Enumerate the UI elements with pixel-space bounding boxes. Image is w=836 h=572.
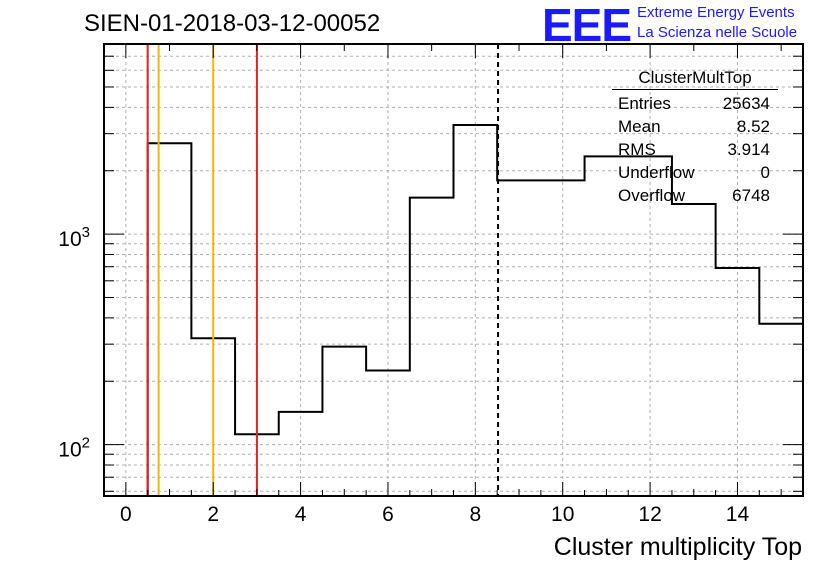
- chart-title: SIEN-01-2018-03-12-00052: [84, 10, 381, 37]
- histogram-bin: [497, 180, 541, 496]
- stat-label: Entries: [618, 94, 671, 113]
- histogram-bin: [759, 324, 803, 496]
- stat-value: 25634: [722, 94, 770, 113]
- histogram-bin: [322, 347, 366, 496]
- stat-label: Overflow: [618, 186, 686, 205]
- x-tick-label: 0: [120, 503, 132, 526]
- x-tick-label: 6: [382, 503, 394, 526]
- stat-value: 0: [760, 163, 770, 182]
- stat-value: 6748: [732, 186, 770, 205]
- x-axis-label: Cluster multiplicity Top: [553, 533, 802, 561]
- stat-value: 3.914: [727, 140, 770, 159]
- y-tick-label: 103: [58, 224, 90, 251]
- stat-value: 8.52: [736, 117, 770, 136]
- x-tick-label: 4: [295, 503, 307, 526]
- histogram-bin: [716, 268, 760, 496]
- histogram-bin: [672, 204, 716, 496]
- stat-row-mean: Mean 8.52: [612, 115, 778, 138]
- histogram-bin: [366, 370, 410, 496]
- histogram-bin: [541, 180, 585, 496]
- x-tick-label: 8: [470, 503, 482, 526]
- stat-label: RMS: [618, 140, 656, 159]
- histogram-steps: [146, 123, 803, 496]
- logo-line-1: Extreme Energy Events: [637, 4, 795, 21]
- stat-label: Mean: [618, 117, 661, 136]
- histogram-bin: [410, 198, 454, 496]
- stat-label: Underflow: [618, 163, 695, 182]
- x-tick-label: 14: [726, 503, 750, 526]
- stat-row-rms: RMS 3.914: [612, 138, 778, 161]
- stats-title: ClusterMultTop: [612, 68, 778, 90]
- histogram-bin: [628, 156, 672, 496]
- stats-box: ClusterMultTop Entries 25634 Mean 8.52 R…: [612, 68, 778, 207]
- x-tick-label: 2: [207, 503, 219, 526]
- logo-line-2: La Scienza nelle Scuole: [637, 24, 798, 41]
- stat-row-entries: Entries 25634: [612, 92, 778, 115]
- stat-row-underflow: Underflow 0: [612, 161, 778, 184]
- x-tick-label: 12: [638, 503, 661, 526]
- eee-logo: EEE: [542, 0, 632, 51]
- histogram-bin: [148, 143, 192, 496]
- histogram-bin: [585, 156, 629, 496]
- y-tick-label: 102: [58, 435, 90, 462]
- x-tick-label: 10: [551, 503, 574, 526]
- histogram-bin: [454, 125, 498, 496]
- stat-row-overflow: Overflow 6748: [612, 184, 778, 207]
